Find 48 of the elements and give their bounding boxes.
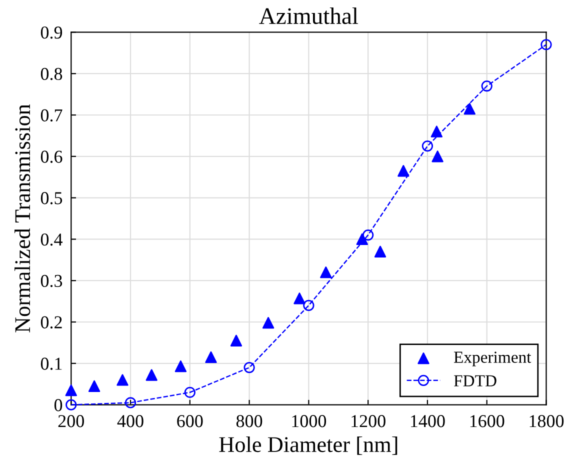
point (66, 399, 77, 410)
x-tick-label: 1800 (530, 415, 564, 428)
x-tick-label: 200 (58, 415, 84, 428)
x-axis-title: Hole Diameter [nm] (219, 436, 398, 455)
x-tick-label: 1400 (410, 415, 445, 428)
point (116, 374, 128, 386)
point (262, 316, 274, 329)
y-tick-label: 0.5 (40, 192, 62, 204)
y-tick-label: 0.8 (40, 68, 62, 80)
point (88, 380, 100, 392)
y-tick-label: 0 (54, 399, 62, 412)
point (124, 397, 136, 408)
point (362, 230, 374, 241)
y-tick-label: 0.7 (40, 109, 62, 122)
point (374, 246, 386, 258)
point (303, 300, 314, 311)
point (230, 334, 242, 346)
point (464, 102, 476, 115)
point (244, 362, 255, 374)
point (184, 386, 196, 398)
point (294, 292, 306, 304)
point (320, 266, 332, 278)
x-tick-label: 1000 (292, 415, 326, 428)
x-tick-label: 400 (117, 415, 144, 428)
y-tick-label: 0.2 (40, 316, 62, 329)
y-tick-label: 0.6 (40, 150, 62, 163)
legend-label: Experiment (454, 352, 532, 366)
point (146, 369, 158, 381)
point (430, 126, 443, 138)
point (422, 140, 434, 152)
y-tick-label: 0.3 (40, 274, 62, 288)
chart-title: Azimuthal (259, 7, 358, 24)
x-tick-label: 600 (177, 415, 203, 428)
legend-label: FDTD (454, 375, 496, 386)
point (481, 80, 492, 92)
point (65, 384, 77, 396)
y-tick-label: 0.9 (40, 26, 62, 39)
x-tick-label: 800 (236, 415, 262, 428)
y-axis-title: Normalized Transmission (14, 104, 30, 332)
point (540, 39, 552, 50)
y-tick-label: 0.1 (40, 358, 62, 370)
point (174, 360, 187, 372)
y-tick-label: 0.4 (40, 233, 63, 246)
x-tick-label: 1600 (470, 415, 504, 428)
point (432, 150, 444, 162)
point (398, 165, 410, 177)
point (205, 351, 217, 364)
x-tick-label: 1200 (352, 415, 386, 428)
